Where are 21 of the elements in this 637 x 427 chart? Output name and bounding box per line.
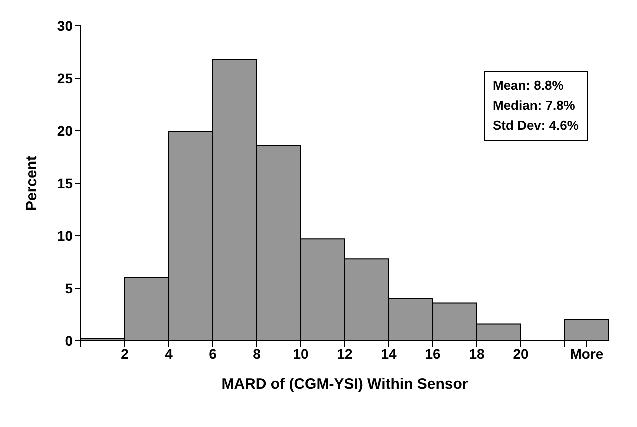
x-axis-title: MARD of (CGM-YSI) Within Sensor bbox=[222, 376, 468, 393]
x-tick-label: 2 bbox=[121, 346, 130, 362]
x-tick-label: 16 bbox=[425, 346, 441, 362]
x-tick-label: 4 bbox=[165, 346, 174, 362]
x-tick-label: 18 bbox=[469, 346, 485, 362]
annotation: Mean: 8.8% Median: 7.8% Std Dev: 4.6% bbox=[493, 77, 579, 135]
x-tick-label: 20 bbox=[513, 346, 529, 362]
x-tick-label: 12 bbox=[337, 346, 353, 362]
y-tick-label: 20 bbox=[57, 122, 74, 139]
x-tick-label: 8 bbox=[253, 346, 262, 362]
x-tick-label: 14 bbox=[381, 346, 397, 362]
y-tick-label: 25 bbox=[57, 70, 74, 86]
x-tick-label: 6 bbox=[209, 346, 218, 362]
y-tick-label: 30 bbox=[57, 18, 74, 34]
y-tick-label: 15 bbox=[57, 175, 74, 192]
y-tick-label: 5 bbox=[65, 280, 74, 296]
y-axis-title: Percent bbox=[23, 156, 40, 212]
x-tick-label: More bbox=[570, 346, 604, 362]
y-tick-label: 0 bbox=[65, 332, 74, 349]
y-tick-label: 10 bbox=[57, 228, 74, 244]
x-tick-label: 10 bbox=[293, 346, 309, 362]
